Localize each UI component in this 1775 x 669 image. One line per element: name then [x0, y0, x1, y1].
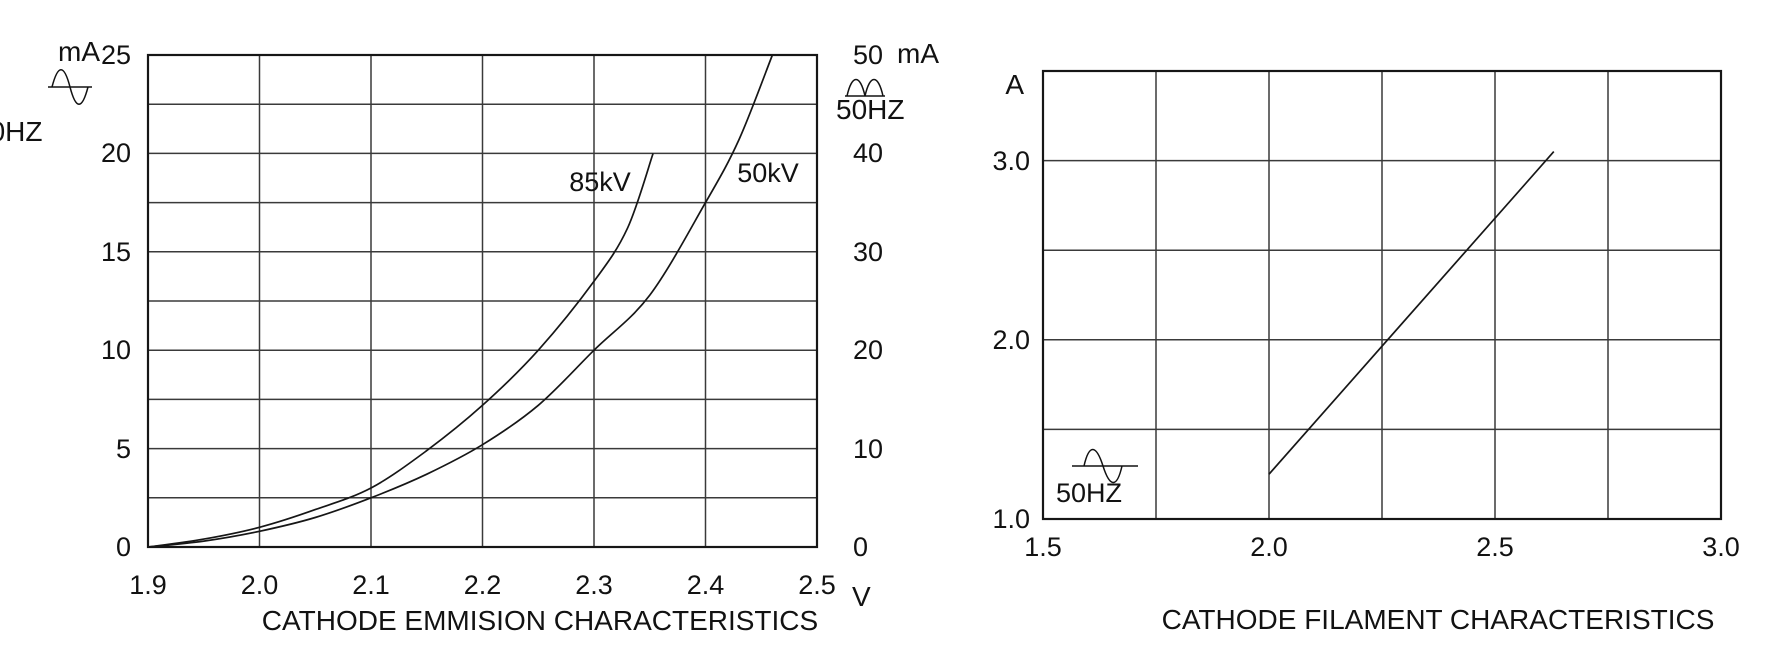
- x-tick-label: 1.5: [1024, 532, 1062, 562]
- y-left-tick-label: 25: [100, 40, 131, 70]
- x-tick-label: 2.1: [352, 570, 390, 600]
- filament-y-axis-unit: A: [1005, 69, 1024, 100]
- y-left-tick-label: 10: [100, 335, 131, 366]
- right-axis-waveform-label: 50HZ: [836, 94, 905, 125]
- curve-label-85kv: 85kV: [569, 167, 631, 197]
- y-left-tick-label: 0: [115, 532, 131, 562]
- sine-wave-icon: [1072, 448, 1138, 484]
- x-tick-label: 2.5: [1476, 532, 1514, 562]
- y-left-tick-label: 20: [100, 138, 131, 169]
- y-left-tick-label: 3.0: [992, 145, 1030, 176]
- y-right-tick-label: 20: [853, 335, 884, 366]
- x-axis-unit: V: [852, 581, 871, 612]
- filament-waveform-label: 50HZ: [1056, 478, 1123, 508]
- x-tick-label: 2.3: [575, 570, 613, 600]
- x-tick-label: 2.2: [463, 570, 502, 600]
- y-right-tick-label: 40: [853, 138, 884, 169]
- filament-chart-title: CATHODE FILAMENT CHARACTERISTICS: [1161, 604, 1715, 635]
- x-tick-label: 2.0: [1250, 532, 1288, 562]
- y-right-tick-label: 0: [853, 532, 869, 562]
- x-tick-label: 2.4: [686, 570, 725, 600]
- x-tick-label: 2.0: [240, 570, 279, 600]
- y-right-tick-label: 10: [853, 433, 884, 464]
- x-tick-label: 3.0: [1702, 532, 1740, 562]
- y-left-tick-label: 15: [100, 236, 131, 267]
- full-wave-rectified-icon: [845, 78, 885, 97]
- y-left-tick-label: 2.0: [992, 324, 1030, 355]
- y-left-tick-label: 1.0: [992, 504, 1030, 534]
- filament-plot-grid: [1041, 69, 1723, 521]
- left-axis-waveform-label: 50HZ: [0, 116, 43, 147]
- x-tick-label: 1.9: [129, 570, 167, 600]
- y-right-tick-label: 30: [853, 236, 884, 267]
- y-left-tick-label: 5: [115, 433, 131, 464]
- emission-chart-title: CATHODE EMMISION CHARACTERISTICS: [261, 605, 819, 636]
- y-right-tick-label: 50: [853, 40, 884, 70]
- left-axis-unit: mA: [58, 36, 100, 67]
- emission-plot-grid: [146, 53, 819, 549]
- x-tick-label: 2.5: [798, 570, 836, 600]
- curve-label-50kv: 50kV: [737, 158, 799, 188]
- right-axis-unit: mA: [897, 38, 939, 69]
- sine-wave-icon: [48, 69, 92, 105]
